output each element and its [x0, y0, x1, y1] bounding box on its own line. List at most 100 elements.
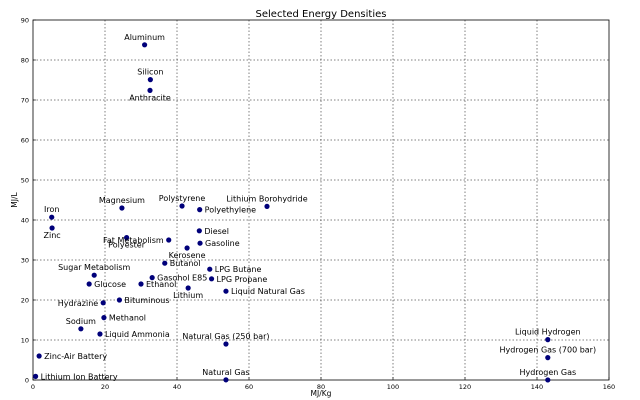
point-marker [207, 266, 213, 272]
y-tick-label: 0 [25, 376, 29, 384]
point-label: Glucose [94, 280, 126, 289]
axis-ticks: 0 20 40 60 80 100 120 140 160 0 10 20 30 40 50 60 70 80 90 [21, 16, 615, 391]
chart-title: Selected Energy Densities [256, 9, 387, 20]
x-tick-label: 40 [173, 383, 181, 391]
point-label: Ethanol [146, 280, 176, 289]
point-marker [147, 87, 153, 93]
point-marker [166, 237, 172, 243]
point-label: Kerosene [169, 251, 206, 260]
data-point: Liquid Ammonia [97, 330, 170, 339]
point-label: Iron [44, 205, 59, 214]
data-point: LPG Butane [207, 265, 261, 274]
point-label: Hydrogen Gas (700 bar) [500, 346, 597, 355]
data-points: Aluminum Silicon Anthracite Magnesium Polyst… [32, 33, 597, 383]
point-label: Butanol [170, 259, 201, 268]
point-label: Fat Metabolism [103, 236, 164, 245]
point-marker [101, 315, 107, 321]
point-marker [49, 225, 55, 231]
point-label: Natural Gas [202, 368, 249, 377]
point-label: Lithium Borohydride [226, 194, 307, 203]
point-label: Aluminum [124, 33, 165, 42]
point-label: Anthracite [129, 93, 171, 102]
point-label: Methanol [109, 314, 146, 323]
point-label: Polyester [108, 241, 146, 250]
point-label: Gasohol E85 [157, 274, 207, 283]
data-point: Fat Metabolism [103, 236, 172, 245]
point-marker [138, 281, 144, 287]
data-point: Sugar Metabolism [58, 263, 131, 278]
point-marker [78, 326, 84, 332]
y-tick-label: 30 [21, 256, 29, 264]
data-point: Hydrogen Gas [519, 368, 576, 383]
data-point: Lithium Ion Battery [32, 372, 118, 381]
point-label: Zinc-Air Battery [44, 352, 107, 361]
point-marker [208, 276, 215, 282]
x-tick-label: 100 [387, 383, 399, 391]
x-tick-label: 160 [603, 383, 615, 391]
x-tick-label: 20 [101, 383, 109, 391]
point-marker [179, 203, 185, 209]
point-marker [142, 42, 148, 48]
data-point: Glucose [86, 280, 126, 289]
point-label: LPG Propane [217, 275, 268, 284]
y-tick-label: 80 [21, 56, 29, 64]
data-point: Diesel [196, 227, 229, 236]
data-point: Zinc-Air Battery [36, 352, 107, 361]
y-tick-label: 90 [21, 16, 29, 24]
point-marker [32, 373, 39, 379]
point-marker [196, 228, 202, 234]
data-point: Aluminum [124, 33, 165, 48]
x-tick-label: 0 [31, 383, 35, 391]
point-label: Bituminous [124, 296, 169, 305]
x-axis-label: MJ/Kg [311, 389, 332, 398]
point-marker [545, 337, 551, 343]
point-label: Sodium [66, 317, 96, 326]
point-marker [149, 275, 155, 281]
data-point: Magnesium [99, 196, 145, 211]
data-point: Sodium [66, 317, 96, 332]
data-point: Natural Gas (250 bar) [182, 332, 270, 347]
point-marker [184, 245, 190, 251]
point-marker [36, 353, 42, 359]
point-label: Liquid Ammonia [105, 330, 170, 339]
data-point: Zinc [43, 225, 61, 240]
data-point: Lithium Borohydride [226, 194, 308, 209]
point-marker [185, 285, 191, 291]
data-point: Anthracite [129, 87, 171, 102]
data-point: Hydrazine [58, 299, 106, 308]
data-point: Kerosene [169, 245, 206, 260]
point-marker [49, 214, 55, 220]
point-label: Polystyrene [159, 194, 206, 203]
point-label: Lithium [173, 291, 203, 300]
point-marker [264, 203, 270, 209]
point-label: Magnesium [99, 196, 145, 205]
data-point: Polystyrene [159, 194, 206, 209]
point-label: LPG Butane [215, 265, 262, 274]
point-label: Liquid Hydrogen [515, 328, 581, 337]
point-marker [223, 341, 229, 347]
point-marker [545, 355, 551, 361]
data-point: LPG Propane [208, 275, 268, 284]
point-label: Silicon [137, 68, 163, 77]
point-label: Hydrogen Gas [519, 368, 576, 377]
data-point: Liquid Hydrogen [515, 328, 581, 343]
point-label: Gasoline [205, 239, 240, 248]
point-marker [147, 77, 153, 83]
x-tick-label: 140 [531, 383, 543, 391]
data-point: Lithium [173, 285, 203, 300]
data-point: Bituminous [116, 296, 170, 305]
point-label: Zinc [43, 231, 60, 240]
y-tick-label: 50 [21, 176, 29, 184]
data-point: Hydrogen Gas (700 bar) [500, 346, 597, 361]
data-point: Methanol [101, 314, 146, 323]
point-marker [97, 331, 103, 337]
point-marker [91, 272, 97, 278]
data-point: Gasoline [197, 239, 240, 248]
point-label: Hydrazine [58, 299, 99, 308]
point-label: Diesel [204, 227, 229, 236]
x-tick-label: 120 [459, 383, 471, 391]
y-tick-label: 20 [21, 296, 29, 304]
point-label: Liquid Natural Gas [231, 287, 305, 296]
y-tick-label: 10 [21, 336, 29, 344]
